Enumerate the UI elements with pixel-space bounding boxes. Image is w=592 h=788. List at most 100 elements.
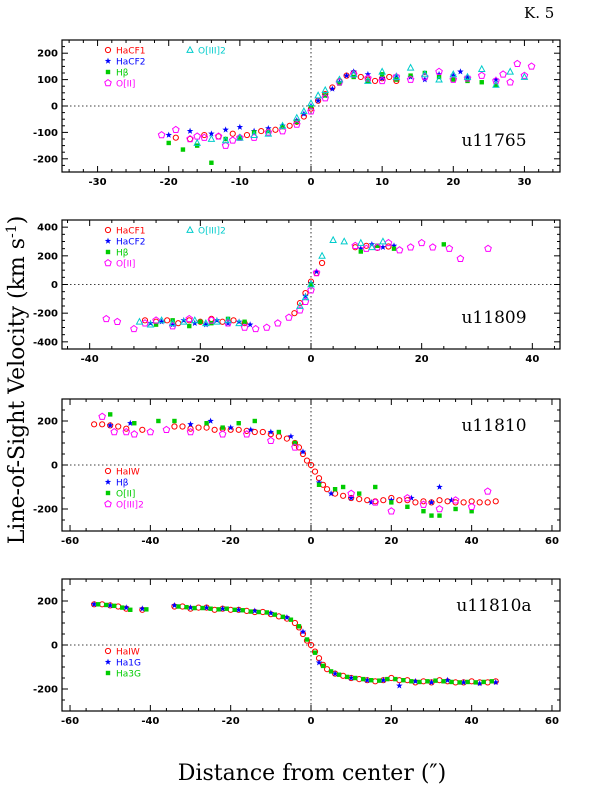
data-point-green: [276, 429, 282, 435]
data-point-cyan: [356, 238, 365, 246]
data-point-green: [187, 323, 192, 329]
data-point-blue: [315, 479, 323, 486]
data-point-green: [493, 82, 499, 88]
x-tick-label: 60: [545, 536, 559, 547]
data-point-green: [375, 243, 380, 248]
data-points: [102, 235, 492, 333]
data-point-cyan: [435, 75, 443, 83]
data-point-cyan: [378, 67, 386, 75]
legend-label: HaIW: [116, 468, 140, 478]
data-point-blue: [236, 123, 244, 130]
data-point-cyan: [406, 63, 415, 71]
y-axis-label-exp: -1: [4, 224, 20, 238]
data-point-magenta: [371, 498, 380, 506]
legend-label: O[III]2: [198, 47, 226, 57]
data-point-green: [344, 674, 350, 680]
y-tick-label: 200: [37, 417, 58, 428]
data-point-green: [294, 119, 299, 125]
data-point-blue: [428, 679, 435, 686]
legend-marker-green: [105, 249, 111, 255]
data-point-magenta: [378, 76, 386, 85]
data-point-cyan: [301, 293, 310, 301]
data-point-blue: [331, 670, 339, 677]
data-point-red: [371, 77, 379, 85]
data-point-blue: [127, 419, 134, 426]
data-point-blue: [457, 68, 464, 75]
data-point-blue: [388, 496, 395, 503]
data-point-blue: [363, 676, 371, 683]
data-point-green: [328, 669, 334, 674]
data-point-red: [123, 425, 130, 432]
legend-label: HaIW: [116, 648, 140, 658]
data-point-red: [307, 641, 315, 649]
x-tick-label: -20: [222, 716, 240, 727]
data-point-green: [336, 672, 342, 677]
data-point-cyan: [135, 317, 144, 325]
data-point-cyan: [318, 251, 326, 259]
x-tick-label: -20: [160, 177, 178, 188]
chart-panel-1: -30 -20 -10 0 10 20 30-200-1000100200u11765HaC…: [33, 39, 561, 188]
data-point-blue: [314, 97, 322, 104]
data-point-green: [180, 147, 186, 152]
legend-marker-cyan: [186, 225, 194, 233]
data-point-green: [337, 81, 342, 86]
data-point-blue: [357, 245, 365, 252]
data-point-green: [236, 421, 241, 426]
data-point-magenta: [499, 70, 507, 78]
data-point-cyan: [146, 320, 155, 328]
legend-marker-red: [104, 46, 112, 54]
data-point-green: [256, 609, 261, 615]
data-point-red: [203, 424, 210, 431]
data-point-green: [332, 487, 338, 492]
data-point-magenta: [110, 427, 119, 436]
data-point-blue: [299, 448, 307, 455]
data-point-magenta: [449, 75, 458, 83]
data-point-magenta: [520, 71, 529, 79]
data-point-magenta: [172, 125, 180, 134]
legend-marker-green: [105, 670, 111, 676]
y-tick-label: -200: [33, 505, 58, 516]
data-point-green: [192, 605, 197, 611]
legend-label: Hβ: [116, 69, 129, 79]
data-point-magenta: [141, 319, 149, 327]
data-point-green: [153, 322, 159, 327]
data-point-red: [303, 457, 311, 464]
y-tick-label: 200: [37, 597, 58, 608]
legend-label: O[III]2: [198, 227, 226, 237]
data-point-red: [396, 497, 403, 504]
data-point-green: [457, 680, 462, 685]
data-point-green: [312, 650, 318, 655]
data-point-green: [352, 675, 358, 681]
data-point-cyan: [420, 70, 429, 78]
data-point-blue: [347, 494, 355, 501]
data-point-blue: [251, 607, 259, 614]
data-point-magenta: [428, 243, 437, 251]
data-point-magenta: [362, 244, 371, 252]
data-point-blue: [444, 676, 451, 683]
data-point-magenta: [285, 313, 293, 321]
data-point-red: [311, 468, 319, 475]
data-point-green: [237, 135, 243, 140]
data-point-blue: [139, 605, 146, 612]
data-point-red: [259, 428, 266, 436]
data-point-cyan: [340, 237, 349, 245]
data-point-blue: [450, 72, 457, 79]
data-point-blue: [267, 428, 275, 435]
data-point-red: [211, 426, 218, 433]
data-point-green: [437, 513, 442, 518]
data-point-cyan: [492, 80, 500, 88]
data-point-green: [264, 610, 270, 615]
data-point-green: [433, 678, 438, 683]
data-point-red: [275, 433, 282, 440]
data-point-green: [308, 282, 314, 287]
data-point-magenta: [395, 246, 404, 254]
data-point-green: [417, 679, 422, 685]
data-point-red: [331, 490, 339, 497]
data-point-cyan: [335, 75, 344, 83]
data-point-magenta: [406, 75, 415, 83]
data-point-red: [243, 131, 251, 139]
data-point-magenta: [113, 317, 122, 326]
data-point-magenta: [506, 78, 515, 86]
data-point-red: [229, 130, 236, 137]
y-tick-label: -200: [33, 154, 58, 165]
